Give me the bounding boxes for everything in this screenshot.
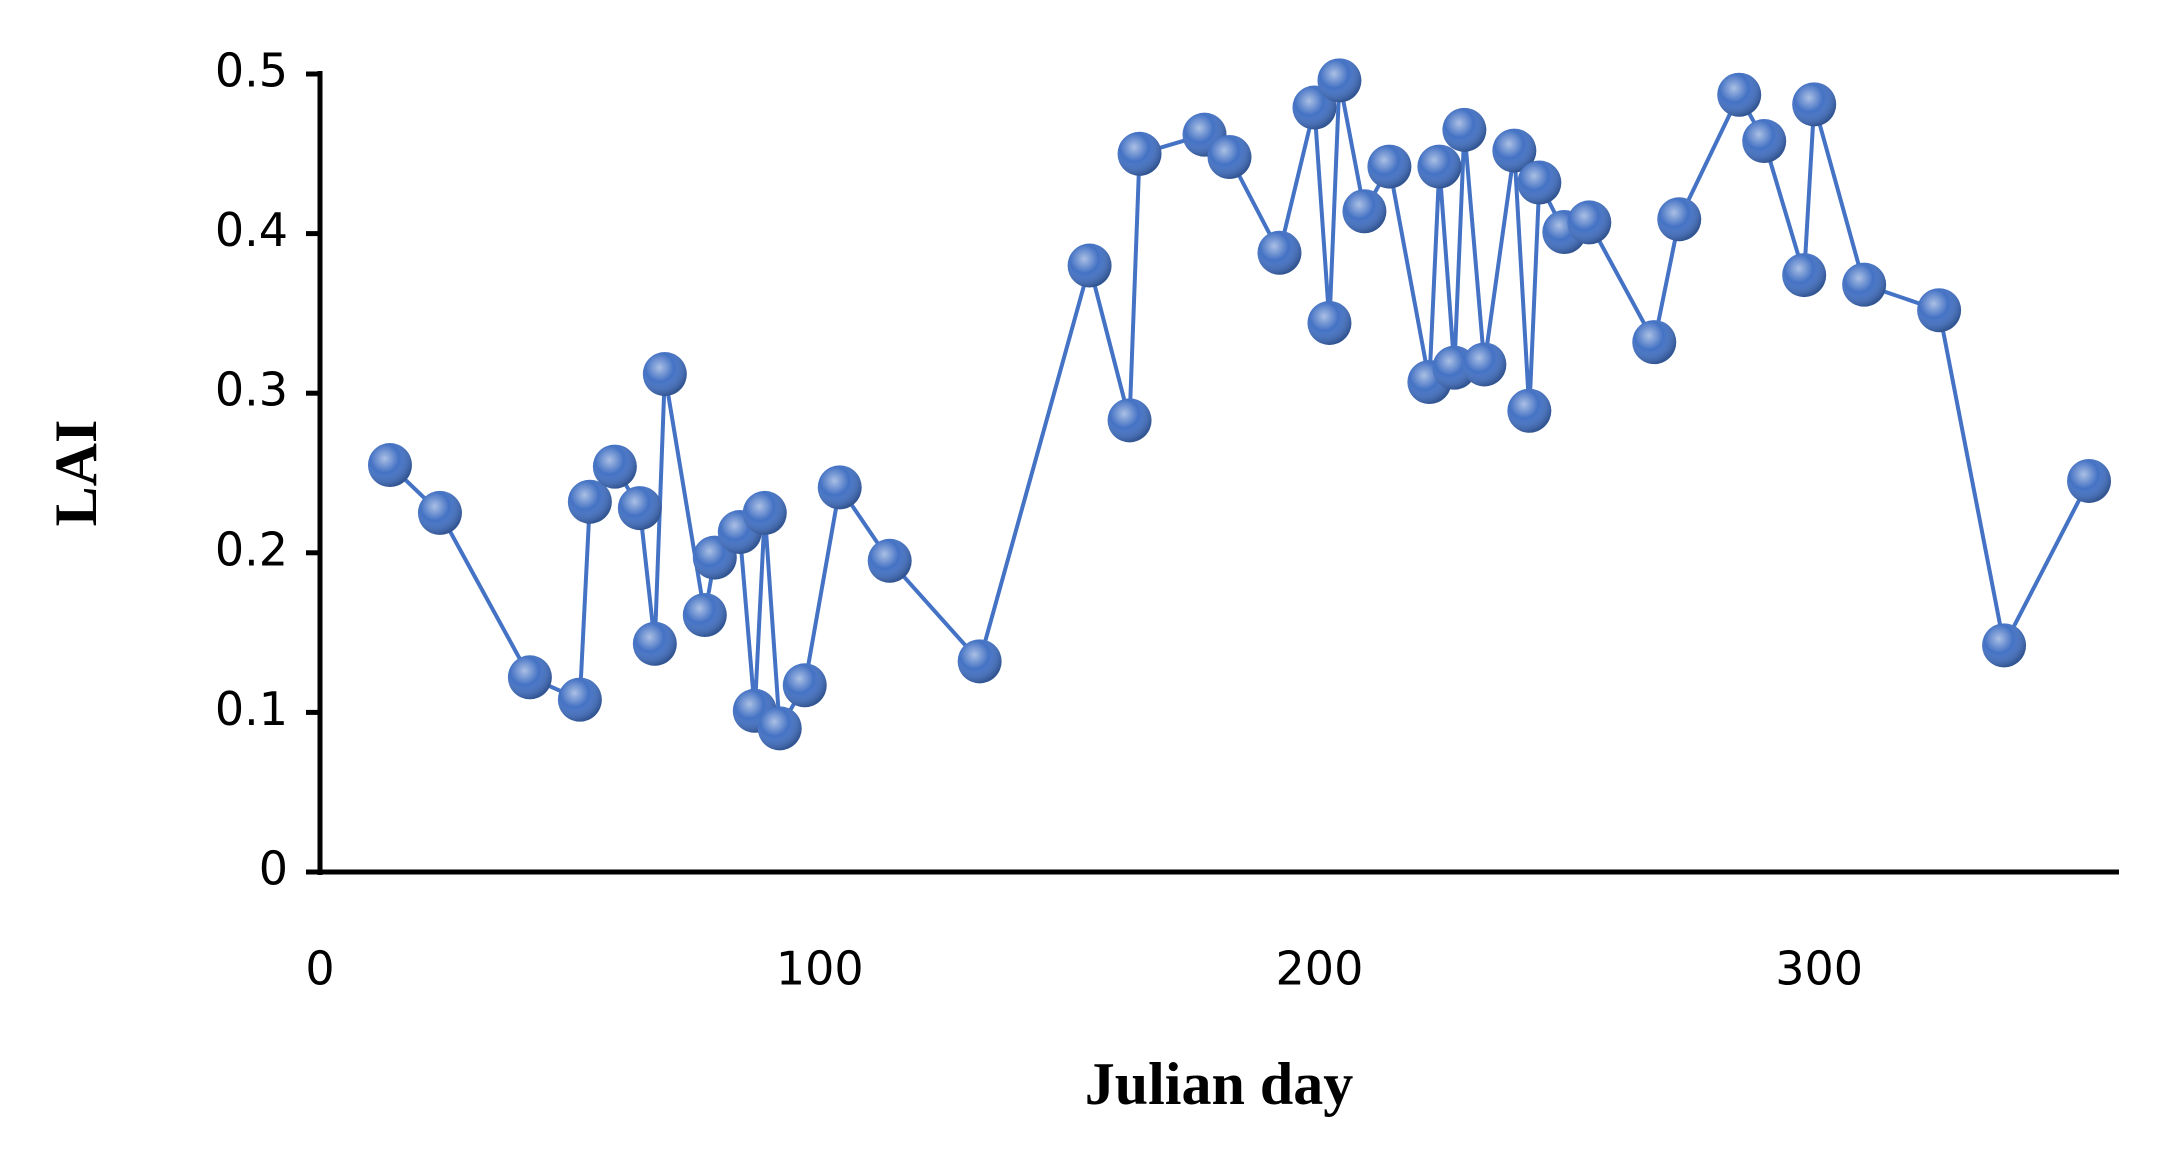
marker-shade	[1982, 623, 2027, 668]
x-tick-label: 0	[305, 942, 334, 996]
marker-shade	[632, 621, 677, 666]
marker-shade	[867, 538, 912, 583]
marker-shade	[367, 443, 412, 488]
marker-shade	[1462, 342, 1507, 387]
marker-shade	[817, 465, 862, 510]
marker-shade	[417, 490, 462, 535]
marker-shade	[1842, 262, 1887, 307]
marker-shade	[1117, 131, 1162, 176]
marker-shade	[682, 593, 727, 638]
marker-shade	[1792, 82, 1837, 127]
marker-shade	[1717, 72, 1762, 117]
marker-shade	[507, 655, 552, 700]
marker-shade	[1782, 253, 1827, 298]
marker-shade	[1492, 128, 1537, 173]
y-tick-label: 0.5	[215, 44, 288, 98]
x-axis-title: Julian day	[1085, 1051, 1353, 1117]
marker-shade	[1442, 107, 1487, 152]
y-axis-title: LAI	[43, 420, 109, 527]
marker-shade	[1207, 134, 1252, 179]
marker-shade	[1917, 288, 1962, 333]
marker-shade	[592, 444, 637, 489]
marker-shade	[567, 479, 612, 524]
marker-shade	[1067, 243, 1112, 288]
marker-shade	[1367, 144, 1412, 189]
y-tick-label: 0	[259, 842, 288, 896]
x-tick-label: 200	[1276, 942, 1364, 996]
marker-shade	[557, 677, 602, 722]
x-tick-label: 100	[776, 942, 864, 996]
marker-shade	[1342, 189, 1387, 234]
y-tick-label: 0.4	[215, 203, 288, 257]
marker-shade	[1107, 398, 1152, 443]
marker-shade	[757, 706, 802, 751]
marker-shade	[957, 639, 1002, 684]
marker-shade	[1317, 58, 1362, 103]
y-tick-label: 0.2	[215, 522, 288, 576]
marker-shade	[642, 352, 687, 397]
marker-shade	[782, 663, 827, 708]
marker-shade	[2067, 458, 2112, 503]
y-tick-label: 0.3	[215, 363, 288, 417]
marker-shade	[1307, 300, 1352, 345]
marker-shade	[617, 486, 662, 531]
marker-shade	[742, 490, 787, 535]
marker-shade	[1517, 160, 1562, 205]
marker-shade	[1657, 197, 1702, 242]
y-tick-label: 0.1	[215, 682, 288, 736]
marker-shade	[1632, 320, 1677, 365]
marker-shade	[1742, 119, 1787, 164]
marker-shade	[1567, 200, 1612, 245]
x-tick-label: 300	[1775, 942, 1863, 996]
marker-shade	[1257, 230, 1302, 275]
marker-shade	[1417, 144, 1462, 189]
marker-shade	[1507, 388, 1552, 433]
